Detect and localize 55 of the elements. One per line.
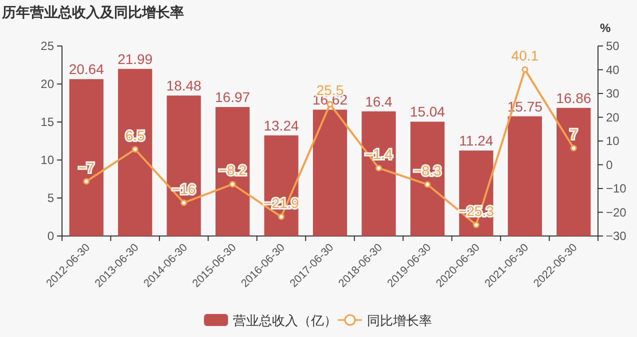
y-tick-label: 0: [47, 229, 54, 243]
point: [375, 164, 382, 172]
y2-tick-label: 20: [606, 110, 620, 124]
data-label: 16.4: [365, 93, 393, 110]
data-label: 6.5: [125, 127, 146, 144]
data-label: 11.24: [459, 132, 494, 149]
y2-tick-label: 10: [606, 134, 620, 148]
y2-tick-label: 50: [606, 39, 620, 53]
chart-title: 历年营业总收入及同比增长率: [1, 4, 184, 20]
data-label: −7: [78, 159, 95, 176]
point: [522, 66, 528, 73]
point: [132, 146, 138, 153]
bar: [69, 79, 104, 236]
point: [83, 178, 90, 185]
point: [472, 222, 480, 228]
bar: [556, 108, 591, 236]
legend-label: 营业总收入（亿）: [233, 313, 337, 328]
data-label: −8.3: [414, 162, 442, 178]
y2-tick-label: 30: [606, 86, 620, 100]
bar: [264, 135, 298, 236]
point: [180, 200, 188, 206]
data-label: −16: [172, 180, 196, 197]
y2-tick-label: 0: [606, 158, 613, 172]
data-label: 15.04: [410, 104, 446, 120]
point: [278, 214, 285, 220]
point: [229, 180, 236, 188]
y-tick-label: 20: [40, 77, 54, 91]
point: [424, 181, 431, 188]
y-tick-label: 25: [40, 39, 54, 53]
bar: [215, 107, 250, 236]
point: [570, 144, 577, 152]
legend-label: 同比增长率: [367, 313, 432, 328]
bar: [508, 116, 542, 236]
data-label: 13.24: [264, 117, 299, 134]
data-label: 16.86: [556, 90, 592, 106]
y-tick-label: 15: [40, 115, 54, 129]
data-label: 20.64: [68, 61, 104, 78]
bar: [118, 68, 152, 236]
y2-axis-title: %: [600, 21, 611, 35]
data-label: 7: [570, 126, 578, 142]
y2-tick-label: −30: [606, 229, 627, 243]
y2-tick-label: 40: [606, 62, 620, 77]
data-label: 16.97: [215, 89, 250, 106]
bar: [312, 110, 348, 236]
y2-tick-label: −10: [606, 182, 627, 196]
data-label: 18.48: [166, 78, 202, 94]
bar: [410, 122, 445, 236]
bar: [166, 96, 201, 236]
y-tick-label: 5: [47, 191, 54, 205]
data-label: −8.2: [218, 162, 247, 178]
y-tick-label: 10: [40, 153, 54, 167]
data-label: 21.99: [118, 50, 153, 67]
bar: [362, 111, 396, 236]
data-label: 40.1: [511, 48, 539, 64]
y2-tick-label: −20: [606, 205, 627, 220]
